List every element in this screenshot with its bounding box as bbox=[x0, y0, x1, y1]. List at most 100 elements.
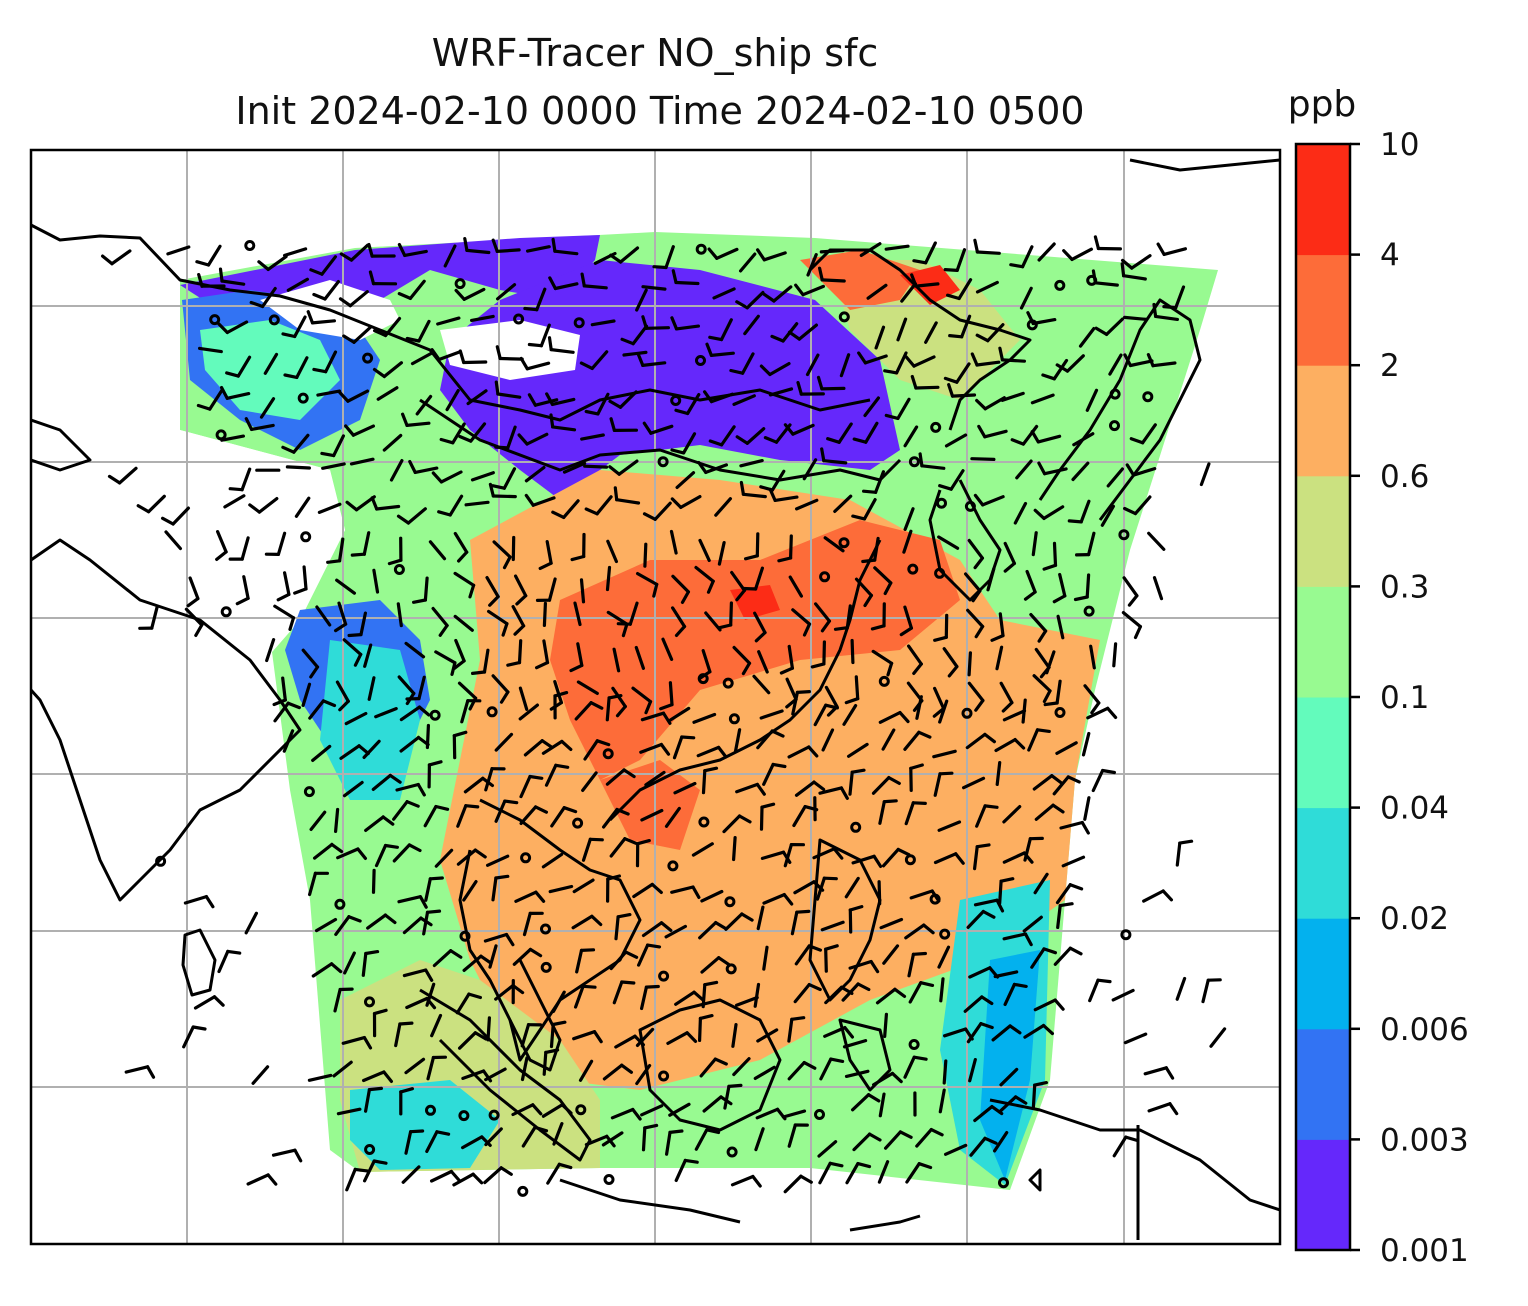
calm-wind-circle bbox=[658, 1070, 670, 1082]
wind-barb bbox=[350, 531, 371, 557]
wind-barb-shaft bbox=[712, 287, 736, 300]
wind-barb bbox=[1042, 541, 1058, 571]
wind-barb bbox=[312, 350, 338, 374]
wind-barb-shaft bbox=[717, 540, 726, 566]
wind-barb-flag bbox=[1178, 839, 1194, 845]
wind-barb bbox=[939, 977, 945, 1003]
wind-barb-shaft bbox=[384, 316, 402, 338]
calm-wind-circle bbox=[725, 963, 737, 975]
wind-barb-flag bbox=[1168, 1102, 1179, 1116]
wind-barb-shaft bbox=[639, 985, 649, 1011]
wind-barb-flag bbox=[1093, 235, 1101, 251]
wind-barb-shaft bbox=[937, 945, 951, 969]
wind-barb-shaft bbox=[994, 737, 1017, 753]
wind-barb-shaft bbox=[903, 507, 915, 532]
wind-barb-shaft bbox=[851, 854, 876, 865]
wind-barb bbox=[286, 277, 309, 292]
wind-barb bbox=[910, 374, 940, 390]
wind-barb-shaft bbox=[883, 1012, 889, 1039]
wind-barb bbox=[881, 847, 911, 868]
wind-barb bbox=[436, 316, 461, 326]
wind-barb bbox=[161, 506, 190, 526]
wind-barb-flag bbox=[494, 874, 510, 880]
wind-barb bbox=[454, 287, 486, 301]
wind-barb-flag bbox=[519, 356, 529, 371]
wind-barb bbox=[580, 272, 608, 290]
wind-barb bbox=[1055, 354, 1085, 373]
wind-barb-shaft bbox=[309, 810, 327, 832]
wind-barb-flag bbox=[570, 554, 586, 562]
wind-barb-shaft bbox=[1020, 245, 1034, 269]
wind-barb-shaft bbox=[995, 645, 1004, 671]
wind-barb-shaft bbox=[573, 984, 585, 1009]
wind-barb-flag bbox=[513, 624, 526, 636]
wind-barb-shaft bbox=[551, 425, 577, 432]
wind-barb bbox=[842, 1038, 868, 1049]
wind-barb-shaft bbox=[783, 842, 794, 868]
wind-barb bbox=[1053, 946, 1083, 966]
wind-barb bbox=[520, 1056, 529, 1082]
wind-barb-shaft bbox=[793, 982, 811, 1004]
wind-barb bbox=[884, 244, 910, 251]
wind-barb-flag bbox=[272, 698, 287, 707]
wind-barb bbox=[907, 951, 928, 978]
wind-barb-flag bbox=[288, 616, 296, 631]
wind-barb-shaft bbox=[562, 461, 587, 474]
wind-barb bbox=[517, 432, 549, 446]
wind-barb-flag bbox=[339, 252, 354, 262]
wind-barb bbox=[301, 648, 320, 679]
wind-barb bbox=[672, 735, 696, 760]
wind-barb bbox=[698, 538, 711, 563]
wind-barb-shaft bbox=[894, 351, 908, 375]
wind-barb bbox=[642, 501, 672, 521]
wind-barb-shaft bbox=[273, 701, 290, 723]
wind-barb-shaft bbox=[1055, 883, 1072, 905]
wind-barb-flag bbox=[338, 390, 350, 403]
calm-wind-circle bbox=[961, 707, 973, 719]
wind-barb-flag bbox=[947, 383, 955, 398]
wind-barb-shaft bbox=[618, 246, 640, 264]
wind-barb-flag bbox=[680, 735, 696, 740]
wind-barb-shaft bbox=[674, 324, 701, 331]
wind-barb-shaft bbox=[883, 1130, 903, 1150]
wind-barb-shaft bbox=[542, 1050, 548, 1076]
wind-barb bbox=[520, 1023, 543, 1048]
wind-barb-shaft bbox=[1056, 903, 1062, 930]
wind-barb-shaft bbox=[731, 1022, 738, 1048]
colorbar-tick-label: 0.04 bbox=[1380, 791, 1449, 827]
wind-barb-flag bbox=[652, 265, 668, 270]
calm-wind-circle bbox=[728, 713, 740, 725]
wind-barb bbox=[546, 1162, 573, 1185]
calm-wind-circle bbox=[300, 531, 312, 543]
wind-barb-shaft bbox=[673, 781, 697, 795]
wind-barb-flag bbox=[861, 489, 878, 494]
wind-barb-shaft bbox=[413, 466, 439, 474]
wind-barb bbox=[878, 710, 910, 724]
wind-barb bbox=[401, 412, 431, 427]
wind-barb-flag bbox=[975, 398, 987, 411]
wind-barb-shaft bbox=[1002, 851, 1026, 864]
wind-barb bbox=[217, 320, 249, 335]
wind-barb-shaft bbox=[1056, 614, 1065, 640]
wind-barb bbox=[794, 498, 819, 511]
wind-barb bbox=[1120, 262, 1147, 281]
wind-barb-shaft bbox=[605, 768, 626, 786]
wind-barb bbox=[349, 457, 375, 466]
wind-barb bbox=[734, 995, 759, 1007]
wind-barb-shaft bbox=[787, 1060, 806, 1081]
wind-barb bbox=[754, 1127, 765, 1152]
wind-barb-shaft bbox=[801, 284, 826, 297]
wind-barb bbox=[1023, 836, 1044, 862]
wind-barb-shaft bbox=[937, 820, 962, 832]
wind-barb bbox=[486, 854, 510, 867]
wind-barb-flag bbox=[735, 300, 749, 310]
wind-barb-shaft bbox=[361, 951, 368, 977]
wind-barb-flag bbox=[620, 1063, 634, 1074]
wind-barb bbox=[220, 386, 251, 400]
wind-barb bbox=[405, 675, 426, 701]
wind-barb-shaft bbox=[719, 318, 733, 342]
wind-barb-flag bbox=[755, 248, 766, 262]
wind-barb-shaft bbox=[1000, 358, 1027, 363]
wind-barb-flag bbox=[326, 559, 342, 564]
wind-barb bbox=[824, 944, 839, 973]
